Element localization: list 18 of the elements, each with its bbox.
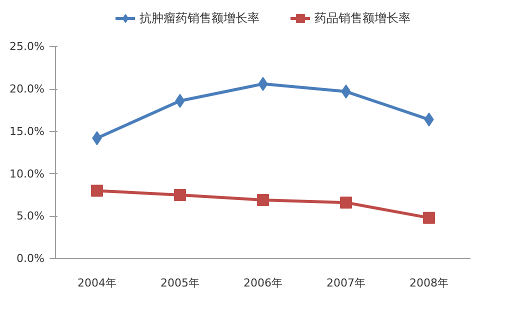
y-tick-label: 25.0%	[10, 40, 45, 54]
x-tick-label: 2008年	[410, 276, 449, 290]
y-tick-label: 15.0%	[10, 124, 45, 138]
point	[340, 196, 352, 209]
x-tick-label: 2006年	[244, 276, 283, 290]
legend-label: 药品销售额增长率	[314, 10, 410, 26]
legend-label: 抗肿瘤药销售额增长率	[140, 10, 260, 26]
x-tick-label: 2007年	[326, 276, 366, 290]
point	[91, 184, 103, 197]
point	[423, 212, 435, 224]
y-tick-label: 10.0%	[10, 167, 45, 180]
point	[174, 188, 186, 201]
x-tick-label: 2005年	[160, 276, 200, 290]
y-tick-label: 20.0%	[10, 82, 45, 96]
y-tick-label: 0.0%	[16, 252, 45, 265]
x-tick-label: 2004年	[78, 276, 117, 290]
y-tick-label: 5.0%	[16, 210, 45, 223]
point	[257, 194, 269, 206]
